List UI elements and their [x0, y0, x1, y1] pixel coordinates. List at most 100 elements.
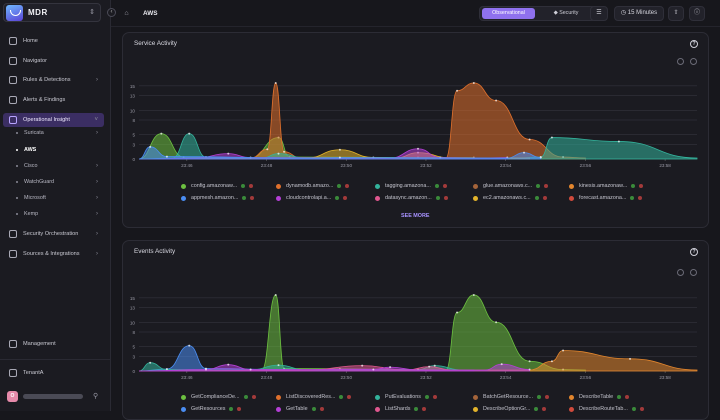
sidebar-item[interactable]: Security Orchestration › [3, 227, 104, 241]
legend-item[interactable]: DescribeOptionGr... [473, 404, 547, 414]
sidebar-subitem[interactable]: Kemp › [16, 208, 98, 220]
legend-item[interactable]: ec2.amazonaws.c... [473, 193, 547, 203]
legend-remove-icon[interactable] [544, 184, 549, 188]
legend-item[interactable]: dynamodb.amazo... [276, 181, 350, 191]
time-range-button[interactable]: ◷ 15 Minutes [614, 6, 664, 21]
sidebar-subitem[interactable]: Microsoft › [16, 192, 98, 204]
legend-add-icon[interactable] [414, 407, 419, 411]
legend-remove-icon[interactable] [249, 184, 254, 188]
legend-item[interactable]: BatchGetResource... [473, 392, 550, 402]
legend-item[interactable]: DescribeRouteTab... [569, 404, 644, 414]
legend-add-icon[interactable] [229, 407, 234, 411]
sidebar-item[interactable]: TenantA [3, 366, 104, 380]
legend-item[interactable]: GetComplianceDe... [181, 392, 256, 402]
legend-remove-icon[interactable] [639, 184, 644, 188]
reset-zoom-icon[interactable] [690, 269, 697, 276]
legend-item[interactable]: forecast.amazona... [569, 193, 643, 203]
legend-add-icon[interactable] [435, 196, 440, 200]
legend-remove-icon[interactable] [542, 407, 547, 411]
legend-remove-icon[interactable] [347, 395, 352, 399]
legend-item[interactable]: config.amazonaw... [181, 181, 254, 191]
bullet-icon [16, 132, 18, 134]
sidebar-item[interactable]: Home [3, 34, 104, 48]
legend-remove-icon[interactable] [638, 196, 643, 200]
sidebar-item[interactable]: Management [3, 337, 104, 351]
filter-button[interactable]: ☰ [590, 6, 608, 21]
sidebar-item[interactable]: Alerts & Findings [3, 93, 104, 107]
legend-item[interactable]: ListDiscoveredRes... [276, 392, 352, 402]
legend-item[interactable]: tagging.amazona... [375, 181, 447, 191]
filter-icon: ☰ [596, 10, 602, 16]
legend-add-icon[interactable] [631, 184, 636, 188]
legend-item[interactable]: GetTable [276, 404, 324, 414]
legend-remove-icon[interactable] [542, 196, 547, 200]
legend-remove-icon[interactable] [250, 196, 255, 200]
legend-remove-icon[interactable] [319, 407, 324, 411]
legend-remove-icon[interactable] [442, 184, 447, 188]
home-icon[interactable]: ⌂ [124, 10, 129, 17]
legend-add-icon[interactable] [243, 395, 248, 399]
legend-add-icon[interactable] [537, 395, 542, 399]
legend-item[interactable]: cloudcontrolapi.a... [276, 193, 348, 203]
legend-item[interactable]: ListShards [375, 404, 427, 414]
legend-item[interactable]: DescribeTable [569, 392, 630, 402]
security-button[interactable]: ◆ Security [538, 8, 594, 19]
sidebar-item[interactable]: Operational Insight ˅ [3, 113, 104, 127]
sidebar-subitem[interactable]: Cisco › [16, 160, 98, 172]
legend-remove-icon[interactable] [251, 395, 256, 399]
legend-add-icon[interactable] [242, 196, 247, 200]
legend-add-icon[interactable] [434, 184, 439, 188]
help-icon[interactable]: ? [690, 40, 698, 48]
data-point [472, 81, 475, 84]
legend-remove-icon[interactable] [443, 196, 448, 200]
data-point [523, 151, 526, 154]
nav-icon [9, 37, 17, 45]
bell-icon[interactable]: ⚲ [93, 393, 99, 400]
legend-add-icon[interactable] [335, 196, 340, 200]
refresh-icon[interactable] [677, 269, 684, 276]
legend-add-icon[interactable] [534, 407, 539, 411]
legend-add-icon[interactable] [424, 395, 429, 399]
legend-remove-icon[interactable] [545, 395, 550, 399]
legend-remove-icon[interactable] [422, 407, 427, 411]
refresh-icon[interactable] [677, 58, 684, 65]
legend-remove-icon[interactable] [237, 407, 242, 411]
avatar[interactable]: O [7, 391, 18, 402]
sidebar-subitem[interactable]: Suricata › [16, 127, 98, 139]
legend-item[interactable]: PutEvaluations [375, 392, 437, 402]
sidebar-item[interactable]: Rules & Detections › [3, 73, 104, 87]
legend-add-icon[interactable] [630, 196, 635, 200]
legend-remove-icon[interactable] [625, 395, 630, 399]
collapse-sidebar-button[interactable]: ‹ [107, 8, 116, 17]
sidebar-divider [0, 359, 111, 360]
info-button[interactable]: ⓘ [689, 6, 705, 21]
observational-button[interactable]: Observational [482, 8, 535, 19]
see-more-link[interactable]: SEE MORE [401, 213, 430, 219]
legend-add-icon[interactable] [536, 184, 541, 188]
legend-item[interactable]: glue.amazonaws.c... [473, 181, 549, 191]
sidebar-subitem[interactable]: AWS [16, 144, 36, 156]
legend-add-icon[interactable] [311, 407, 316, 411]
legend-item[interactable]: GetResources [181, 404, 242, 414]
legend-add-icon[interactable] [339, 395, 344, 399]
sidebar-item[interactable]: Sources & Integrations › [3, 247, 104, 261]
legend-remove-icon[interactable] [345, 184, 350, 188]
legend-remove-icon[interactable] [343, 196, 348, 200]
sidebar-subitem[interactable]: WatchGuard › [16, 176, 98, 188]
tenant-switcher[interactable]: MDR ⇕ [3, 3, 101, 22]
legend-item[interactable]: kinesis.amazonaw... [569, 181, 644, 191]
legend-item[interactable]: appmesh.amazon... [181, 193, 255, 203]
legend-add-icon[interactable] [241, 184, 246, 188]
export-button[interactable]: ⇧ [668, 6, 684, 21]
help-icon[interactable]: ? [690, 248, 698, 256]
legend-add-icon[interactable] [617, 395, 622, 399]
legend-add-icon[interactable] [337, 184, 342, 188]
legend-swatch [375, 195, 380, 201]
legend-remove-icon[interactable] [639, 407, 644, 411]
legend-add-icon[interactable] [534, 196, 539, 200]
reset-zoom-icon[interactable] [690, 58, 697, 65]
legend-add-icon[interactable] [631, 407, 636, 411]
legend-remove-icon[interactable] [432, 395, 437, 399]
sidebar-item[interactable]: Navigator [3, 54, 104, 68]
legend-item[interactable]: datasync.amazon... [375, 193, 448, 203]
